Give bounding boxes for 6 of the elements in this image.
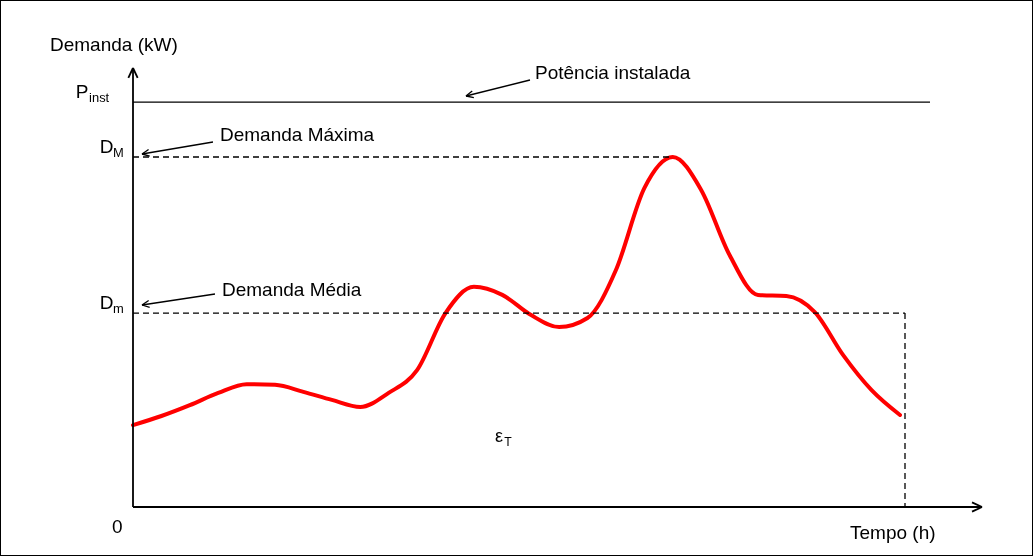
x-axis-title: Tempo (h) [850, 522, 936, 543]
text: Potência instalada [535, 62, 691, 83]
text: 0 [112, 516, 123, 537]
text: Demanda (kW) [50, 34, 178, 55]
annotation: Demanda Média [222, 279, 362, 300]
text: Demanda Máxima [220, 124, 375, 145]
